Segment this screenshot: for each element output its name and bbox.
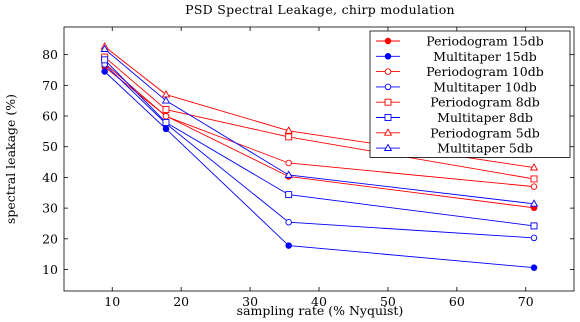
- data-point: [285, 242, 292, 249]
- y-tick-label: 30: [42, 201, 58, 216]
- data-point: [284, 170, 293, 178]
- chart-title: PSD Spectral Leakage, chirp modulation: [185, 2, 455, 17]
- x-tick-label: 30: [242, 294, 258, 309]
- legend-label: Multitaper 10db: [433, 79, 537, 94]
- y-tick-label: 40: [42, 170, 58, 185]
- series-line: [104, 64, 535, 239]
- series-8: [100, 44, 539, 207]
- series-line: [104, 71, 535, 269]
- series-2: [101, 68, 538, 271]
- data-point: [284, 126, 293, 134]
- x-axis-label: sampling rate (% Nyquist): [237, 303, 404, 318]
- series-line: [104, 48, 535, 205]
- legend-label: Periodogram 10db: [426, 64, 543, 79]
- data-point: [285, 191, 293, 199]
- legend-label: Periodogram 15db: [426, 34, 543, 49]
- series-6: [101, 56, 538, 230]
- data-point: [285, 159, 292, 167]
- data-point: [530, 183, 538, 190]
- y-tick-label: 50: [42, 139, 58, 154]
- x-tick-label: 50: [380, 294, 396, 309]
- data-point: [101, 68, 108, 75]
- legend-label: Multitaper 5db: [437, 141, 533, 156]
- y-tick-label: 20: [42, 231, 58, 246]
- data-point: [285, 218, 292, 226]
- data-point: [530, 264, 538, 271]
- legend-swatch-marker: [383, 128, 393, 136]
- x-tick-label: 70: [518, 294, 534, 309]
- legend-label: Multitaper 8db: [437, 110, 533, 125]
- data-point: [162, 125, 170, 133]
- data-point: [529, 199, 539, 207]
- data-point: [530, 222, 538, 230]
- legend-item: Periodogram 5db: [376, 125, 540, 140]
- legend-label: Periodogram 8db: [430, 95, 540, 110]
- y-axis-label: spectral leakage (%): [3, 94, 18, 224]
- y-tick-label: 60: [42, 109, 58, 124]
- legend-label: Periodogram 5db: [430, 125, 540, 140]
- axis-ticks: 10 20 30 40 50 60 70 10 20 30 40 50 60 70 80: [42, 27, 574, 309]
- data-point: [161, 96, 171, 104]
- legend-item: Multitaper 15db: [376, 49, 537, 64]
- legend-item: Periodogram 10db: [376, 64, 544, 79]
- legend-swatch-marker: [383, 143, 393, 151]
- legend-swatch-marker: [384, 114, 392, 121]
- y-tick-label: 80: [42, 47, 58, 62]
- data-point: [162, 113, 170, 120]
- legend-swatch-marker: [384, 68, 392, 75]
- y-tick-label: 70: [42, 78, 58, 93]
- data-point: [162, 119, 170, 126]
- x-tick-label: 20: [173, 294, 189, 309]
- legend-box: [369, 30, 571, 158]
- legend-item: Periodogram 8db: [376, 95, 540, 110]
- data-point: [100, 44, 109, 52]
- data-point: [101, 56, 109, 64]
- data-point: [529, 163, 539, 171]
- series-line: [104, 56, 535, 180]
- legend-item: Multitaper 10db: [376, 79, 537, 94]
- data-point: [285, 133, 293, 141]
- data-point: [162, 106, 170, 114]
- series-line: [104, 62, 535, 188]
- legend-swatch-marker: [384, 37, 392, 45]
- legend-item: Periodogram 15db: [376, 34, 544, 49]
- legend-swatch-marker: [384, 83, 392, 91]
- data-point: [530, 175, 538, 183]
- x-tick-label: 40: [311, 294, 327, 309]
- series-line: [104, 59, 535, 227]
- x-tick-label: 10: [104, 294, 120, 309]
- legend-swatch-marker: [384, 53, 392, 60]
- legend-item: Multitaper 5db: [376, 141, 533, 156]
- series-layer: [100, 42, 539, 271]
- x-tick-label: 60: [449, 294, 465, 309]
- legend-swatch-marker: [384, 98, 392, 106]
- data-point: [161, 90, 171, 98]
- legend-label: Multitaper 15db: [433, 49, 537, 64]
- y-tick-label: 10: [42, 262, 58, 277]
- legend-item: Multitaper 8db: [376, 110, 533, 125]
- data-point: [530, 234, 538, 242]
